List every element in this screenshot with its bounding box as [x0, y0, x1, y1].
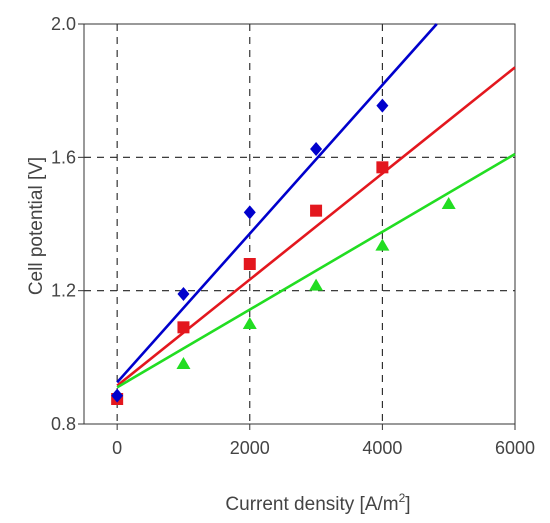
- x-tick-label-1: 2000: [230, 438, 270, 458]
- triangle-point-2: [309, 278, 324, 291]
- x-axis-label: Current density [A/m2]: [225, 491, 410, 515]
- square-point-2: [243, 258, 256, 270]
- square-point-1: [177, 321, 190, 334]
- diamond-point-0: [111, 388, 124, 403]
- diamond-point-1: [177, 287, 190, 301]
- x-axis-label-text: Current density [A/m: [225, 494, 398, 515]
- square-point-3: [310, 204, 323, 217]
- diamond-point-2: [243, 205, 256, 220]
- x-axis-label-superscript: 2: [399, 491, 406, 505]
- diamond-point-3: [310, 142, 323, 156]
- triangle-point-0: [176, 357, 191, 369]
- x-tick-label-0: 0: [112, 438, 122, 458]
- x-axis-ticks: 0 2000 4000 6000: [112, 424, 535, 458]
- y-tick-label-1: 1.2: [51, 281, 76, 301]
- y-axis-label: Cell potential [V]: [26, 157, 47, 295]
- diamond-point-4: [376, 98, 389, 113]
- plot-background: [84, 24, 515, 424]
- x-axis-label-close: ]: [405, 494, 410, 515]
- y-axis-ticks: 0.8 1.2 1.6 2.0: [51, 14, 84, 434]
- x-tick-label-2: 4000: [362, 438, 402, 458]
- triangle-point-3: [375, 238, 390, 251]
- square-point-4: [376, 161, 389, 174]
- y-tick-label-3: 2.0: [51, 14, 76, 34]
- y-tick-label-2: 1.6: [51, 147, 76, 167]
- triangle-point-4: [441, 197, 456, 209]
- grid-lines: [84, 24, 515, 424]
- fit-line-diamond: [116, 23, 438, 384]
- fit-line-triangle: [116, 152, 516, 389]
- y-tick-label-0: 0.8: [51, 414, 76, 434]
- triangle-point-1: [242, 317, 257, 329]
- x-tick-label-3: 6000: [495, 438, 535, 458]
- plot-frame: [83, 23, 516, 425]
- data-markers: [111, 98, 456, 405]
